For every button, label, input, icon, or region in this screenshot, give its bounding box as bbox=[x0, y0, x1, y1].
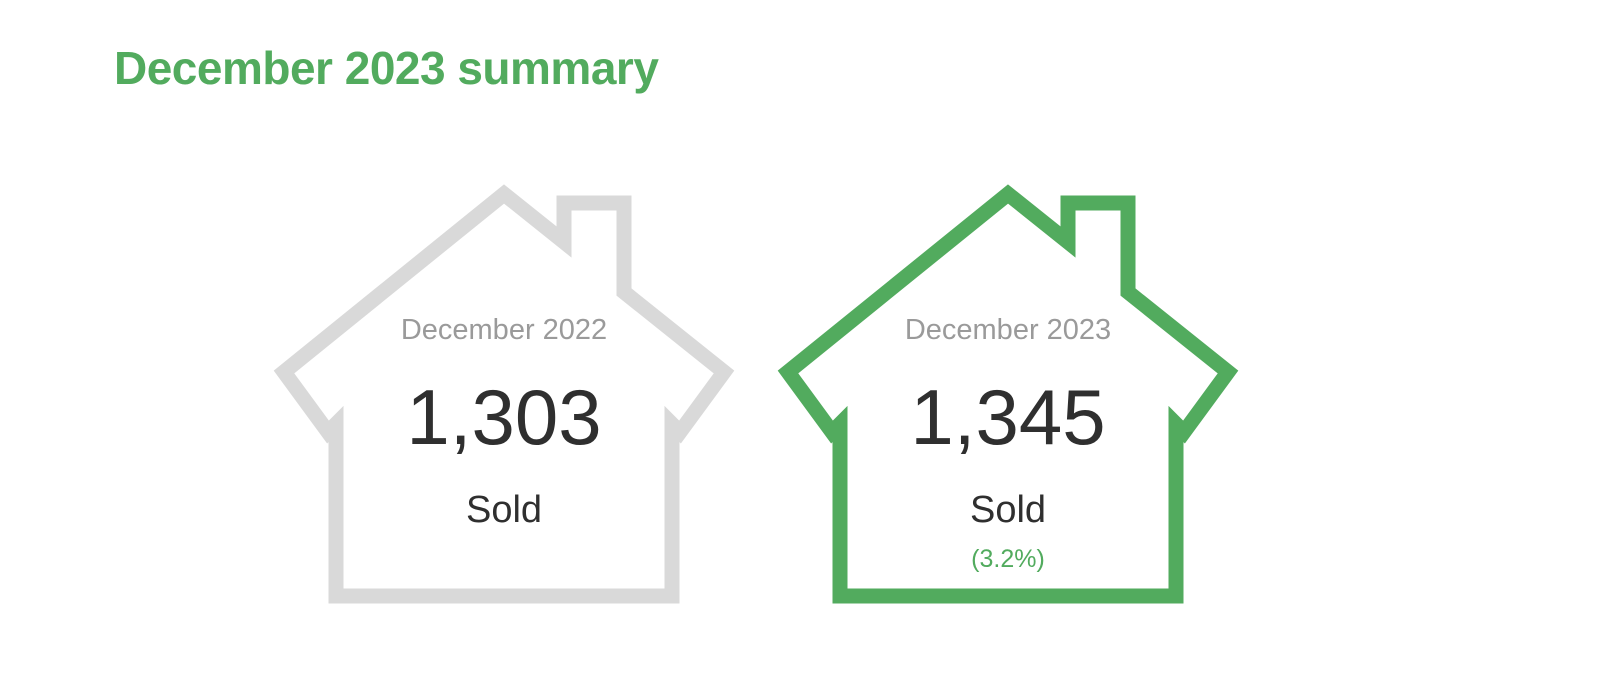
percent-change-label: (3.2%) bbox=[971, 545, 1045, 573]
house-card-december-2023: December 2023 1,345 Sold (3.2%) bbox=[776, 184, 1240, 604]
sold-count-value: 1,303 bbox=[406, 373, 602, 461]
sold-count-value: 1,345 bbox=[910, 373, 1106, 461]
house-outline-icon bbox=[777, 184, 1239, 604]
sold-unit-label: Sold bbox=[969, 489, 1047, 531]
sold-unit-label: Sold bbox=[465, 489, 543, 531]
house-card-december-2022: December 2022 1,303 Sold bbox=[272, 184, 736, 604]
page-title: December 2023 summary bbox=[114, 42, 659, 94]
period-label: December 2022 bbox=[400, 314, 608, 346]
house-outline-icon bbox=[273, 184, 735, 604]
period-label: December 2023 bbox=[904, 314, 1112, 346]
